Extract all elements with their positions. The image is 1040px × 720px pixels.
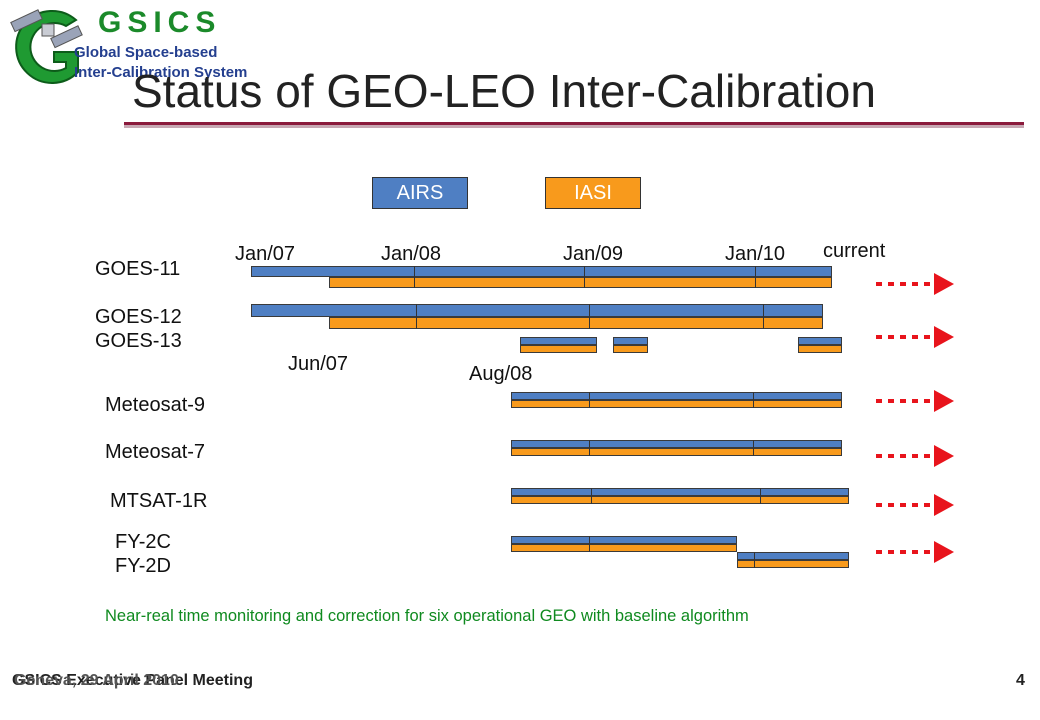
goes12-iasi-bar: [329, 317, 823, 329]
label-jun07: Jun/07: [288, 353, 349, 375]
sat-label-meteosat9: Meteosat-9: [105, 394, 206, 416]
footer-text: GSICS Executive Panel Meeting Geneva, 29…: [12, 672, 253, 690]
goes11-iasi-bar: [329, 277, 832, 288]
label-aug08: Aug/08: [469, 363, 533, 385]
page-number: 4: [1016, 672, 1025, 689]
arrow-right-icon: [876, 390, 954, 412]
fy2d-airs-bar: [737, 552, 849, 560]
goes13-iasi-bar: [798, 345, 842, 353]
sat-label-goes12: GOES-12: [95, 306, 182, 328]
label-jan09: Jan/09: [563, 243, 624, 265]
goes13-iasi-bar: [520, 345, 597, 353]
goes11-divider: [414, 266, 415, 288]
goes12-divider: [416, 304, 417, 329]
legend-iasi: IASI: [545, 177, 641, 209]
fy2c-iasi-bar: [511, 544, 737, 552]
meteosat7-divider: [589, 440, 590, 456]
mtsat1r-airs-bar: [511, 488, 849, 496]
satellite-logo-icon: [10, 9, 83, 84]
meteosat9-divider: [589, 392, 590, 408]
goes12-divider: [589, 304, 590, 329]
logo-line-1: Global Space-based: [74, 44, 218, 61]
footer-overlap-text: Geneva, 29 April 2010: [14, 672, 179, 689]
meteosat9-divider: [753, 392, 754, 408]
goes12-airs-bar: [251, 304, 823, 317]
goes13-airs-bar: [613, 337, 648, 345]
footer-meeting: GSICS Executive Panel Meeting: [12, 672, 253, 689]
goes13-iasi-bar: [613, 345, 648, 353]
meteosat7-airs-bar: [511, 440, 842, 448]
footnote-text: Near-real time monitoring and correction…: [105, 607, 749, 625]
arrow-right-icon: [876, 326, 954, 348]
label-jan10: Jan/10: [725, 243, 786, 265]
label-jan08: Jan/08: [381, 243, 442, 265]
goes11-airs-bar: [251, 266, 832, 277]
continuation-arrows: [876, 273, 954, 563]
sat-label-meteosat7: Meteosat-7: [105, 441, 206, 463]
meteosat7-divider: [753, 440, 754, 456]
legend-airs: AIRS: [372, 177, 468, 209]
logo-wordmark: GSICS: [98, 6, 222, 39]
fy2c-airs-bar: [511, 536, 737, 544]
arrow-right-icon: [876, 494, 954, 516]
slide-title: Status of GEO-LEO Inter-Calibration: [132, 65, 876, 117]
label-jan07: Jan/07: [235, 243, 296, 265]
sat-label-mtsat1r: MTSAT-1R: [110, 490, 208, 512]
meteosat9-iasi-bar: [511, 400, 842, 408]
fy2d-divider: [754, 552, 755, 568]
mtsat1r-divider: [760, 488, 761, 504]
fy2c-divider: [589, 536, 590, 552]
goes12-divider: [763, 304, 764, 329]
meteosat9-airs-bar: [511, 392, 842, 400]
mtsat1r-divider: [591, 488, 592, 504]
arrow-right-icon: [876, 445, 954, 467]
goes11-divider: [755, 266, 756, 288]
title-rule: [124, 122, 1024, 128]
sat-label-fy2d: FY-2D: [115, 555, 171, 577]
arrow-right-icon: [876, 273, 954, 295]
gsics-logo: GSICS Global Space-based Inter-Calibrati…: [6, 2, 247, 98]
mtsat1r-iasi-bar: [511, 496, 849, 504]
goes13-airs-bar: [520, 337, 597, 345]
meteosat7-iasi-bar: [511, 448, 842, 456]
logo-line-2: Inter-Calibration System: [74, 64, 248, 81]
arrow-right-icon: [876, 541, 954, 563]
goes13-airs-bar: [798, 337, 842, 345]
label-current: current: [823, 240, 886, 262]
goes11-divider: [584, 266, 585, 288]
fy2d-iasi-bar: [737, 560, 849, 568]
sat-label-goes13: GOES-13: [95, 330, 182, 352]
sat-label-goes11: GOES-11: [95, 258, 181, 280]
sat-label-fy2c: FY-2C: [115, 531, 171, 553]
